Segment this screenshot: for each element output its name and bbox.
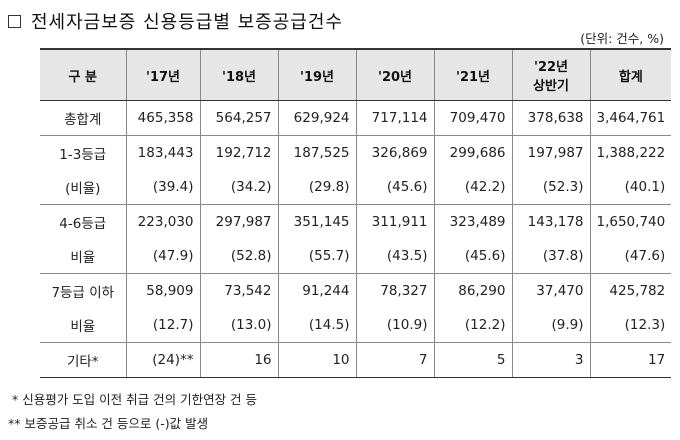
table-cell: (14.5) <box>277 308 357 343</box>
table-cell: 183,443 <box>125 135 201 170</box>
table-cell: (10.9) <box>355 308 435 343</box>
column-header: 합계 <box>589 48 672 101</box>
table-cell: (52.8) <box>199 239 279 274</box>
row-label: (비율) <box>40 170 127 205</box>
table-cell: 3 <box>511 342 591 378</box>
table-cell: (9.9) <box>511 308 591 343</box>
table-row: 7등급 이하 58,909 73,542 91,244 78,327 86,290 37,4… <box>40 273 672 308</box>
row-label: 기타* <box>40 342 127 378</box>
table-cell: 299,686 <box>433 135 513 170</box>
table-header-row: 구 분 '17년 '18년 '19년 '20년 '21년 '22년 상반기 합계 <box>40 48 672 101</box>
table-cell: 10 <box>277 342 357 378</box>
row-label: 총합계 <box>40 100 127 136</box>
table-cell: 326,869 <box>355 135 435 170</box>
footnote-2: ** 보증공급 취소 건 등으로 (-)값 발생 <box>8 416 209 431</box>
table-row: 총합계 465,358 564,257 629,924 717,114 709,470 37… <box>40 100 672 136</box>
table-row: 기타* (24)** 16 10 7 5 3 17 <box>40 342 672 378</box>
table-cell: (47.9) <box>125 239 201 274</box>
footnotes: * 신용평가 도입 이전 취급 건의 기한연장 건 등 ** 보증공급 취소 건… <box>8 388 257 436</box>
footnote-1: * 신용평가 도입 이전 취급 건의 기한연장 건 등 <box>8 392 258 407</box>
table-cell: 717,114 <box>355 100 435 136</box>
table-cell: 709,470 <box>433 100 513 136</box>
table-cell: 16 <box>199 342 279 378</box>
table-cell: 73,542 <box>199 273 279 308</box>
unit-label: (단위: 건수, %) <box>580 31 664 46</box>
table-cell: 17 <box>589 342 672 378</box>
table-cell: (34.2) <box>199 170 279 205</box>
table-cell: (52.3) <box>511 170 591 205</box>
table-cell: (42.2) <box>433 170 513 205</box>
table-cell: 1,650,740 <box>589 204 672 239</box>
table-cell: (45.6) <box>433 239 513 274</box>
column-header: '22년 상반기 <box>511 48 591 101</box>
table-cell: (55.7) <box>277 239 357 274</box>
table-cell: (37.8) <box>511 239 591 274</box>
page-title: 전세자금보증 신용등급별 보증공급건수 <box>31 12 343 33</box>
table-cell: 425,782 <box>589 273 672 308</box>
title-row: 전세자금보증 신용등급별 보증공급건수 <box>8 8 343 34</box>
row-label: 비율 <box>40 308 127 343</box>
table-cell: 564,257 <box>199 100 279 136</box>
row-label: 7등급 이하 <box>40 273 127 308</box>
table-cell: (12.7) <box>125 308 201 343</box>
table-cell: 5 <box>433 342 513 378</box>
table-cell: 1,388,222 <box>589 135 672 170</box>
table-cell: 37,470 <box>511 273 591 308</box>
row-label: 비율 <box>40 239 127 274</box>
table-cell: 351,145 <box>277 204 357 239</box>
table-cell: 58,909 <box>125 273 201 308</box>
table-cell: 143,178 <box>511 204 591 239</box>
table-row: 비율 (12.7) (13.0) (14.5) (10.9) (12.2) (9.9) (12… <box>40 308 672 343</box>
table-cell: 3,464,761 <box>589 100 672 136</box>
table-row: (비율) (39.4) (34.2) (29.8) (45.6) (42.2) (52.3)… <box>40 170 672 205</box>
table-cell: (24)** <box>125 342 201 378</box>
table-cell: (43.5) <box>355 239 435 274</box>
column-header: '19년 <box>277 48 357 101</box>
table-cell: (12.2) <box>433 308 513 343</box>
table-cell: (13.0) <box>199 308 279 343</box>
table-cell: 197,987 <box>511 135 591 170</box>
row-label: 1-3등급 <box>40 135 127 170</box>
column-header: '20년 <box>355 48 435 101</box>
table-row: 4-6등급 223,030 297,987 351,145 311,911 323,489… <box>40 204 672 239</box>
table-body: 총합계 465,358 564,257 629,924 717,114 709,470 37… <box>40 100 672 378</box>
table-cell: 78,327 <box>355 273 435 308</box>
row-label: 4-6등급 <box>40 204 127 239</box>
column-header: '21년 <box>433 48 513 101</box>
table-cell: 311,911 <box>355 204 435 239</box>
guarantee-table: 구 분 '17년 '18년 '19년 '20년 '21년 '22년 상반기 합계 총합계 465… <box>40 48 672 378</box>
table-cell: (12.3) <box>589 308 672 343</box>
table-cell: 86,290 <box>433 273 513 308</box>
table-cell: 297,987 <box>199 204 279 239</box>
table-cell: 192,712 <box>199 135 279 170</box>
table-cell: 91,244 <box>277 273 357 308</box>
table-cell: (39.4) <box>125 170 201 205</box>
table-cell: 7 <box>355 342 435 378</box>
table-cell: 629,924 <box>277 100 357 136</box>
table-row: 1-3등급 183,443 192,712 187,525 326,869 299,686… <box>40 135 672 170</box>
column-header: '18년 <box>199 48 279 101</box>
table-cell: 378,638 <box>511 100 591 136</box>
column-header: 구 분 <box>40 48 127 101</box>
table-cell: 323,489 <box>433 204 513 239</box>
table-cell: 465,358 <box>125 100 201 136</box>
table-cell: (45.6) <box>355 170 435 205</box>
table-row: 비율 (47.9) (52.8) (55.7) (43.5) (45.6) (37.8) (4… <box>40 239 672 274</box>
table-cell: (47.6) <box>589 239 672 274</box>
column-header: '17년 <box>125 48 201 101</box>
checkbox-square-icon <box>8 14 21 28</box>
table-cell: (40.1) <box>589 170 672 205</box>
table-cell: 187,525 <box>277 135 357 170</box>
table-cell: (29.8) <box>277 170 357 205</box>
table-cell: 223,030 <box>125 204 201 239</box>
